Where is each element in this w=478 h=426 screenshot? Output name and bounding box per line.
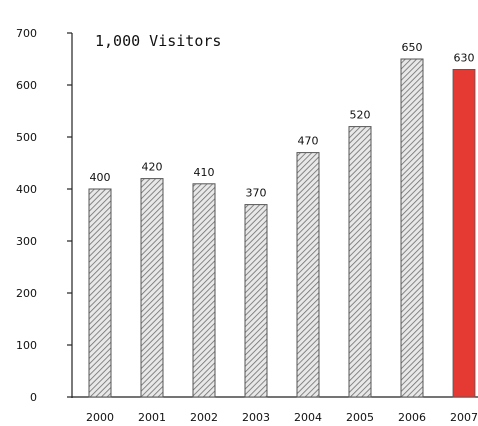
- y-tick-label: 700: [16, 27, 37, 40]
- x-tick-label: 2006: [398, 411, 426, 424]
- y-tick-label: 100: [16, 339, 37, 352]
- x-tick-label: 2005: [346, 411, 374, 424]
- bar: [88, 188, 112, 398]
- y-tick-label: 200: [16, 287, 37, 300]
- bar-value-label: 630: [454, 51, 475, 64]
- bar: [140, 178, 164, 398]
- x-tick-label: 2003: [242, 411, 270, 424]
- x-tick-label: 2000: [86, 411, 114, 424]
- bar: [244, 204, 268, 398]
- y-tick-label: 600: [16, 79, 37, 92]
- x-tick-label: 2007: [450, 411, 478, 424]
- bars: [88, 58, 476, 398]
- x-axis-labels: 2000 2001 2002 2003 2004 2005 2006 2007: [86, 411, 478, 424]
- chart-title: 1,000 Visitors: [95, 32, 221, 50]
- y-tick-label: 500: [16, 131, 37, 144]
- bar-value-label: 400: [90, 171, 111, 184]
- bar-value-label: 370: [246, 187, 267, 200]
- bar-value-label: 470: [298, 135, 319, 148]
- bar: [296, 152, 320, 398]
- y-tick-label: 300: [16, 235, 37, 248]
- bar: [348, 126, 372, 398]
- bar-value-label: 420: [142, 161, 163, 174]
- x-tick-label: 2001: [138, 411, 166, 424]
- x-tick-label: 2004: [294, 411, 322, 424]
- x-tick-label: 2002: [190, 411, 218, 424]
- bar: [192, 183, 216, 398]
- y-axis: 0 100 200 300 400 500 600 700: [16, 27, 478, 404]
- bar: [400, 58, 424, 398]
- bar-value-label: 650: [402, 41, 423, 54]
- data-labels: 400 420 410 370 470 520 650 630: [90, 41, 475, 200]
- y-tick-label: 0: [30, 391, 37, 404]
- bar: [452, 69, 476, 398]
- bar-value-label: 410: [194, 166, 215, 179]
- bar-value-label: 520: [350, 109, 371, 122]
- y-tick-label: 400: [16, 183, 37, 196]
